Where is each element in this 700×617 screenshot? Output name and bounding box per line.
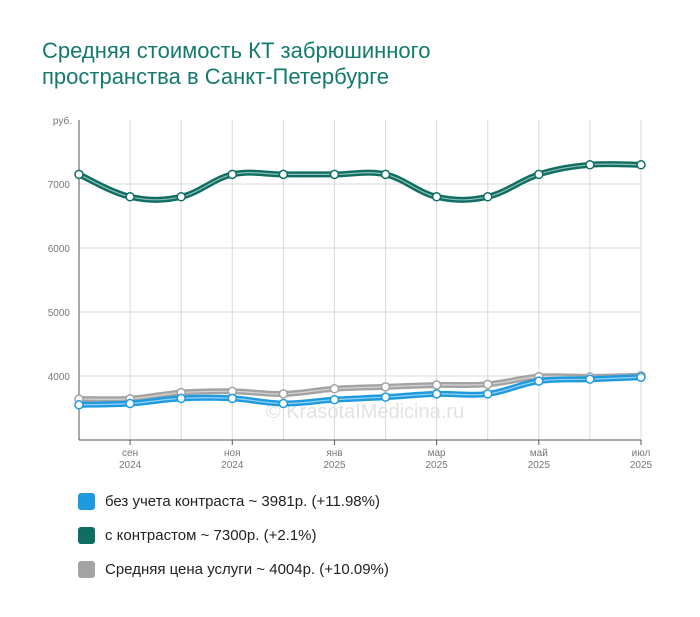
data-point (431, 389, 442, 399)
data-point (380, 169, 391, 180)
x-tick-label-month: июл (632, 448, 651, 459)
legend-swatch (78, 492, 95, 510)
chart-title: Средняя стоимость КТ забрюшинного простр… (42, 38, 662, 90)
data-point (585, 374, 595, 384)
series-layer (74, 160, 646, 410)
data-point (329, 384, 340, 394)
x-tick-label-month: май (530, 448, 548, 459)
data-point (176, 393, 186, 404)
data-point (431, 192, 442, 202)
x-tick-label-month: ноя (224, 448, 241, 459)
chart-title-line-2: пространства в Санкт-Петербурге (42, 64, 390, 89)
data-point (482, 192, 493, 202)
data-point (74, 400, 84, 410)
data-point (227, 393, 238, 404)
x-tick-label-month: янв (326, 448, 342, 459)
series-line-highlight (78, 163, 642, 201)
data-point (278, 389, 289, 399)
data-point (380, 392, 391, 402)
y-tick-label: 4000 (48, 372, 71, 383)
watermark: © KrasotaIMedicina.ru (266, 401, 464, 423)
x-tick-label-year: 2025 (323, 460, 346, 471)
x-tick-label-year: 2024 (221, 460, 244, 471)
x-tick-label-year: 2025 (528, 460, 551, 471)
legend-swatch (78, 560, 95, 578)
data-point (636, 372, 646, 382)
legend: без учета контраста ~ 3981р. (+11.98%) с… (78, 484, 389, 586)
legend-item-no-contrast[interactable]: без учета контраста ~ 3981р. (+11.98%) (78, 484, 389, 518)
y-axis-unit-label: руб. (53, 115, 72, 127)
data-point (534, 169, 544, 180)
legend-label: Средняя цена услуги ~ 4004р. (+10.09%) (105, 560, 389, 578)
y-tick-label: 7000 (48, 180, 71, 191)
data-point (125, 398, 135, 409)
data-point (278, 169, 289, 180)
data-point (636, 160, 646, 170)
data-point (431, 380, 442, 390)
data-point (176, 192, 186, 202)
data-point (482, 379, 493, 390)
x-tick-label-month: сен (122, 448, 138, 459)
legend-label: с контрастом ~ 7300р. (+2.1%) (105, 526, 317, 544)
legend-label: без учета контраста ~ 3981р. (+11.98%) (105, 492, 380, 510)
data-point (125, 192, 135, 202)
line-chart: © KrasotaIMedicina.ru 4000500060007000ру… (48, 115, 653, 471)
series-line (76, 374, 644, 408)
x-tick-label-year: 2025 (426, 460, 449, 471)
data-point (329, 169, 340, 180)
data-point (278, 398, 289, 409)
legend-item-with-contrast[interactable]: с контрастом ~ 7300р. (+2.1%) (78, 518, 389, 552)
data-point (534, 376, 544, 386)
legend-item-average[interactable]: Средняя цена услуги ~ 4004р. (+10.09%) (78, 552, 389, 586)
chart-title-line-1: Средняя стоимость КТ забрюшинного (42, 38, 431, 63)
data-point (380, 382, 391, 392)
data-point (227, 169, 238, 180)
y-tick-label: 5000 (48, 308, 71, 319)
y-tick-label: 6000 (48, 244, 71, 255)
x-tick-label-year: 2025 (630, 460, 653, 471)
data-point (329, 394, 340, 405)
x-tick-label-year: 2024 (119, 460, 142, 471)
x-tick-label-month: мар (428, 448, 446, 459)
legend-swatch (78, 526, 95, 544)
data-point (482, 389, 493, 399)
data-point (585, 160, 595, 170)
axis-layer: 4000500060007000руб.сен2024ноя2024янв202… (48, 115, 653, 471)
data-point (74, 169, 84, 180)
